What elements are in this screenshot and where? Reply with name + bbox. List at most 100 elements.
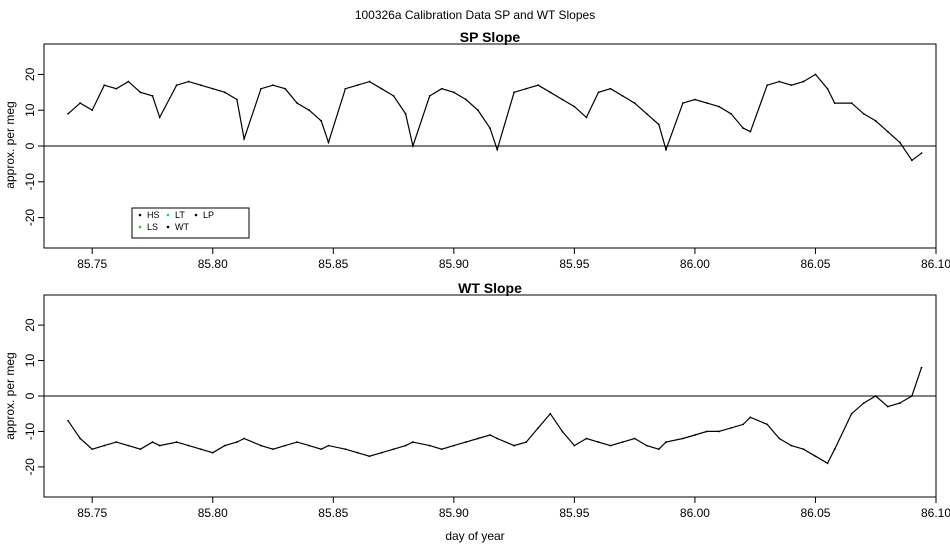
data-point xyxy=(706,430,708,433)
data-point xyxy=(199,84,202,87)
x-tick-label: 86.10 xyxy=(921,506,950,520)
y-tick-label: -10 xyxy=(23,422,37,440)
panel-title-sp: SP Slope xyxy=(460,29,521,45)
data-point xyxy=(158,444,161,447)
data-point xyxy=(621,94,624,97)
ylabel-wt: approx. per meg xyxy=(3,352,17,439)
data-point xyxy=(694,98,696,101)
data-point xyxy=(428,444,431,447)
data-point xyxy=(199,448,202,451)
data-point xyxy=(549,412,552,415)
data-point xyxy=(211,87,214,90)
x-tick-label: 85.85 xyxy=(318,257,348,271)
data-point xyxy=(464,441,467,443)
data-point xyxy=(742,423,745,426)
x-tick-label: 86.00 xyxy=(680,257,710,271)
data-point xyxy=(585,116,588,119)
data-point xyxy=(585,437,588,440)
data-point xyxy=(665,148,667,151)
data-point xyxy=(320,120,323,122)
data-point xyxy=(223,91,226,94)
data-point xyxy=(428,94,431,97)
data-point xyxy=(187,80,190,83)
data-point xyxy=(766,423,769,426)
data-point xyxy=(549,91,552,94)
data-point xyxy=(404,112,407,115)
data-point xyxy=(91,109,94,112)
panel-title-wt: WT Slope xyxy=(458,280,522,296)
legend-marker xyxy=(166,225,170,229)
data-point xyxy=(657,123,660,126)
data-point xyxy=(742,127,745,130)
x-tick-label: 85.90 xyxy=(439,257,469,271)
data-point xyxy=(706,102,708,104)
data-point xyxy=(898,141,901,144)
data-point xyxy=(730,426,732,429)
data-point xyxy=(814,73,817,76)
x-tick-label: 85.85 xyxy=(318,506,348,520)
data-point xyxy=(730,112,732,115)
data-point xyxy=(477,437,479,440)
xlabel: day of year xyxy=(445,529,504,543)
data-point xyxy=(910,159,913,162)
data-point xyxy=(766,84,769,87)
data-point xyxy=(411,441,414,443)
x-tick-label: 86.10 xyxy=(921,257,950,271)
data-point xyxy=(525,441,528,443)
x-tick-label: 86.05 xyxy=(800,506,830,520)
y-tick-label: -20 xyxy=(23,458,37,476)
data-point xyxy=(243,137,245,140)
data-point xyxy=(537,426,540,429)
ylabel-sp: approx. per meg xyxy=(3,101,17,188)
x-tick-label: 85.80 xyxy=(198,257,228,271)
data-point xyxy=(91,448,94,451)
x-tick-label: 85.90 xyxy=(439,506,469,520)
data-point xyxy=(115,87,118,90)
data-point xyxy=(633,102,636,104)
data-point xyxy=(850,412,853,415)
legend-label: LS xyxy=(147,222,158,232)
data-point xyxy=(67,112,70,115)
data-point xyxy=(243,437,245,440)
data-point xyxy=(380,451,383,454)
data-point xyxy=(778,437,781,440)
data-point xyxy=(235,441,238,443)
data-point xyxy=(694,434,696,436)
y-tick-label: 20 xyxy=(23,318,37,332)
data-point xyxy=(272,84,274,87)
legend-label: WT xyxy=(175,222,189,232)
data-point xyxy=(833,102,836,104)
data-point xyxy=(513,444,516,447)
x-tick-label: 85.80 xyxy=(198,506,228,520)
data-point xyxy=(496,148,499,151)
legend-marker xyxy=(138,213,142,217)
series-line xyxy=(67,73,922,162)
data-point xyxy=(284,87,286,90)
data-point xyxy=(718,430,720,433)
figure-title: 100326a Calibration Data SP and WT Slope… xyxy=(355,8,595,22)
data-point xyxy=(211,451,214,454)
data-point xyxy=(452,444,455,447)
x-tick-label: 85.95 xyxy=(559,257,589,271)
data-point xyxy=(609,87,612,90)
data-point xyxy=(79,437,82,440)
sp-slope-panel: SP Slope approx. per meg -20 -10 0 10 20 85.7… xyxy=(3,29,950,271)
data-point xyxy=(496,437,499,440)
data-point xyxy=(296,102,299,104)
data-point xyxy=(573,105,576,108)
x-tick-label: 85.95 xyxy=(559,506,589,520)
data-point xyxy=(296,441,299,443)
y-tick-label: 0 xyxy=(23,392,37,399)
data-point xyxy=(175,441,178,443)
data-point xyxy=(284,444,286,447)
data-point xyxy=(452,91,455,94)
data-point xyxy=(573,444,576,447)
y-tick-label: 10 xyxy=(23,103,37,117)
y-tick-label: 20 xyxy=(23,67,37,81)
y-tick-label: -10 xyxy=(23,173,37,191)
data-point xyxy=(344,87,347,90)
data-point xyxy=(681,102,684,104)
data-point xyxy=(411,145,414,147)
